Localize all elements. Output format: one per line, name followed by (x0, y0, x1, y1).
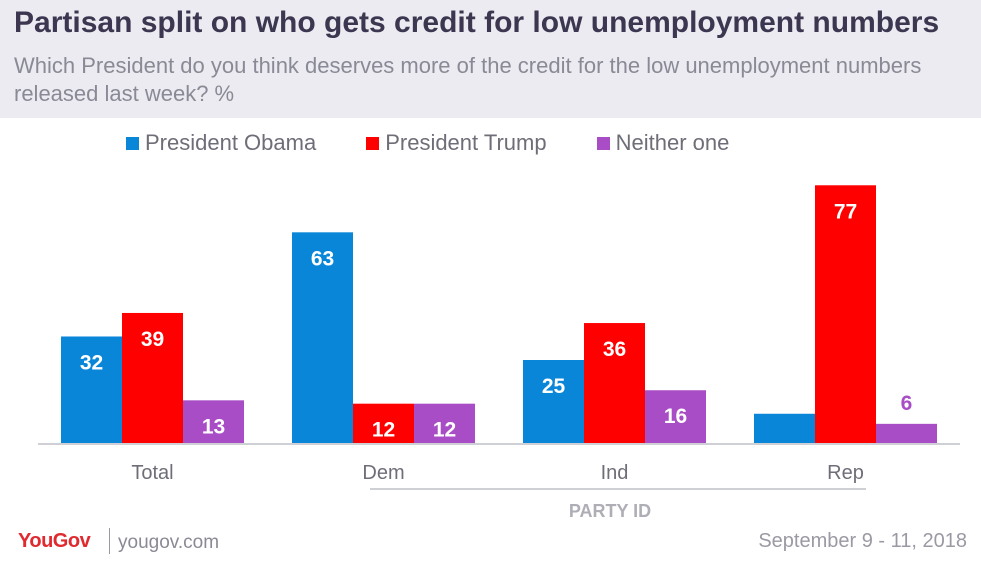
data-label-president-obama-rep: 9 (779, 382, 791, 405)
data-label-president-obama-ind: 25 (542, 375, 566, 398)
data-label-president-trump-rep: 77 (834, 200, 857, 223)
data-label-president-trump-total: 39 (141, 328, 164, 351)
bar-neither-one-ind (645, 390, 706, 444)
data-label-neither-one-dem: 12 (433, 419, 456, 442)
footer-url[interactable]: yougov.com (118, 532, 220, 553)
legend-item-obama: President Obama (126, 130, 316, 156)
x-tick-label-dem: Dem (362, 462, 404, 484)
bar-president-trump-rep (815, 185, 876, 444)
group-label: PARTY ID (569, 501, 651, 520)
bar-president-trump-ind (584, 323, 645, 444)
legend-item-trump: President Trump (366, 130, 547, 156)
bar-president-obama-rep (754, 413, 815, 444)
bar-chart: 32 39 13 Total 63 12 12 Dem 25 36 16 Ind 9 77 6 Rep PART… (38, 185, 960, 520)
data-label-president-obama-total: 32 (80, 351, 103, 374)
bar-president-obama-ind (523, 360, 584, 444)
data-label-president-trump-dem: 12 (372, 419, 395, 442)
legend-item-neither: Neither one (596, 130, 730, 156)
bar-neither-one-rep (876, 423, 937, 444)
legend-label-neither: Neither one (615, 130, 730, 155)
chart-title: Partisan split on who gets credit for lo… (14, 6, 940, 39)
data-label-neither-one-ind: 16 (664, 405, 687, 428)
bar-president-obama-dem (292, 232, 353, 444)
header-banner: Partisan split on who gets credit for lo… (0, 0, 981, 118)
x-tick-label-ind: Ind (601, 462, 629, 484)
bar-neither-one-total (183, 400, 244, 444)
bar-president-obama-total (61, 336, 122, 444)
data-label-president-trump-ind: 36 (603, 338, 626, 361)
legend-swatch-trump (366, 136, 380, 150)
bar-neither-one-dem (414, 403, 475, 444)
legend: President Obama President Trump Neither … (126, 128, 779, 158)
legend-swatch-neither (596, 136, 610, 150)
data-label-president-obama-dem: 63 (311, 247, 334, 270)
x-tick-label-total: Total (131, 462, 173, 484)
x-tick-label-rep: Rep (827, 462, 864, 484)
data-label-neither-one-rep: 6 (901, 392, 913, 415)
data-label-neither-one-total: 13 (202, 415, 225, 438)
legend-label-trump: President Trump (385, 130, 547, 155)
footer-divider (109, 528, 110, 554)
legend-label-obama: President Obama (145, 130, 317, 155)
legend-swatch-obama (126, 136, 139, 150)
chart-subtitle: Which President do you think deserves mo… (14, 53, 922, 106)
yougov-logo: YouGov (18, 530, 91, 552)
bar-president-trump-dem (353, 403, 414, 444)
bar-president-trump-total (122, 312, 183, 444)
survey-date: September 9 - 11, 2018 (758, 530, 967, 552)
